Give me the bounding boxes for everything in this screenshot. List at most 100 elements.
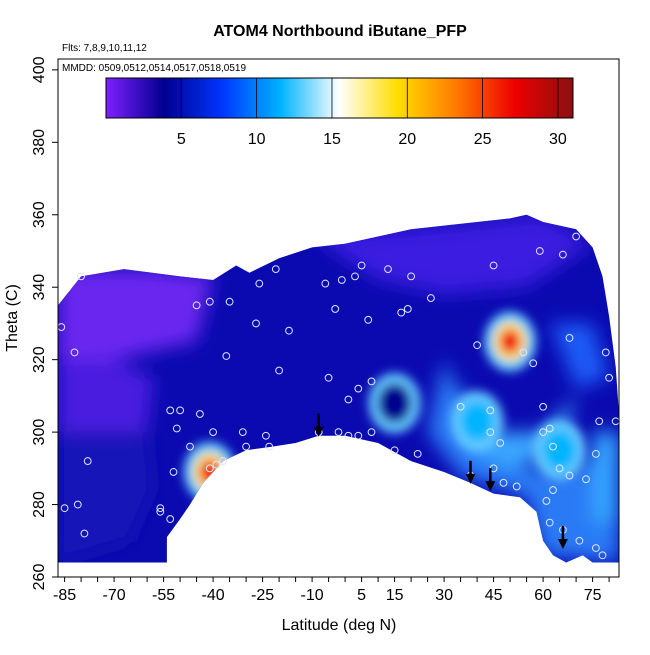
observation-point: [351, 272, 359, 281]
observation-point: [486, 406, 495, 415]
observation-point: [60, 504, 69, 513]
observation-point: [344, 431, 353, 440]
observation-point: [324, 373, 333, 382]
hotspot-core: [467, 409, 488, 434]
observation-point: [605, 373, 613, 382]
x-tick-label: -10: [301, 587, 324, 604]
observation-point: [403, 305, 412, 313]
observation-point: [489, 261, 498, 270]
observation-point: [559, 250, 567, 259]
observation-point: [156, 507, 165, 516]
y-axis: 260 280 300 320 340 360 380 400: [31, 56, 58, 590]
arrow-head: [485, 481, 496, 492]
observation-point: [539, 428, 547, 437]
observation-point: [212, 460, 221, 469]
observation-point: [529, 359, 538, 368]
colorbar-tick-label: 15: [323, 131, 341, 148]
observation-point: [219, 457, 227, 465]
x-tick-label: 45: [485, 587, 503, 604]
observation-point: [70, 348, 79, 357]
observation-point: [271, 265, 280, 273]
flights-label: Flts: 7,8,9,10,11,12: [62, 43, 147, 54]
field-region: [58, 269, 214, 360]
observation-point: [384, 265, 392, 273]
hotspot-core: [500, 329, 521, 354]
observation-point: [156, 504, 165, 513]
observation-point: [334, 428, 343, 437]
observation-point: [285, 326, 293, 335]
observation-point: [592, 544, 600, 552]
x-tick-label: 15: [386, 587, 404, 604]
observation-point: [196, 410, 204, 418]
colorbar: [105, 77, 574, 119]
y-tick-label: 280: [31, 491, 48, 518]
dates-label: MMDD: 0509,0512,0514,0517,0518,0519: [62, 63, 246, 74]
observation-point: [209, 428, 218, 437]
observation-point: [496, 439, 505, 447]
observation-point: [555, 464, 564, 473]
chart-title: ATOM4 Northbound iButane_PFP: [213, 23, 467, 40]
plot-frame: [57, 58, 620, 578]
x-tick-label: -70: [103, 587, 126, 604]
observation-point: [519, 348, 528, 357]
observation-point: [77, 272, 85, 281]
x-tick-label: 30: [435, 587, 453, 604]
observation-point: [166, 406, 175, 415]
observation-point: [397, 308, 406, 317]
observation-point: [186, 442, 194, 451]
observation-point: [192, 301, 201, 310]
y-tick-label: 300: [31, 419, 48, 446]
observation-point: [242, 442, 251, 451]
observation-point: [337, 276, 346, 284]
observation-point: [354, 431, 363, 440]
x-axis: -85 -70 -55 -40 -25 -10 5 15 30 45 60 75: [53, 577, 610, 604]
observation-point: [545, 424, 554, 433]
field-region: [58, 432, 154, 563]
observation-point: [262, 431, 270, 440]
y-tick-label: 340: [31, 274, 48, 301]
observation-point: [367, 377, 376, 386]
colorbar-tick-label: 5: [177, 131, 186, 148]
y-axis-label: Theta (C): [4, 284, 21, 352]
x-tick-label: 60: [534, 587, 552, 604]
arrow-head: [557, 539, 568, 550]
x-tick-label: -40: [202, 587, 225, 604]
observation-point: [582, 475, 590, 484]
observation-point: [601, 348, 610, 357]
arrow-head: [465, 473, 476, 484]
observation-point: [407, 272, 416, 281]
observation-point: [321, 279, 330, 288]
x-tick-label: 5: [357, 587, 366, 604]
observation-point: [565, 471, 574, 480]
observation-point: [205, 297, 214, 306]
observation-point: [390, 446, 399, 455]
x-tick-label: -55: [152, 587, 175, 604]
observation-point: [413, 449, 422, 458]
observation-point: [83, 457, 92, 465]
observation-point: [545, 518, 554, 527]
observation-point: [176, 406, 185, 415]
y-tick-label: 400: [31, 56, 48, 83]
observation-point: [549, 486, 557, 494]
observation-point: [265, 442, 274, 451]
field-region: [58, 359, 154, 433]
observation-point: [575, 536, 584, 545]
observation-point: [456, 402, 465, 411]
field-region: [427, 359, 619, 563]
colorbar-tick-label: 20: [398, 131, 416, 148]
observation-point: [549, 442, 557, 451]
y-tick-label: 320: [31, 346, 48, 373]
arrow-head: [313, 426, 324, 437]
y-tick-label: 360: [31, 201, 48, 228]
hotspot-core: [384, 391, 405, 416]
colorbar-tick-label: 30: [549, 131, 567, 148]
hotspot-core: [549, 438, 570, 463]
observation-point: [367, 428, 376, 437]
observation-point: [205, 464, 214, 473]
observation-point: [344, 395, 353, 404]
observation-point: [80, 529, 89, 538]
observation-point: [427, 294, 435, 302]
observation-point: [166, 515, 175, 523]
